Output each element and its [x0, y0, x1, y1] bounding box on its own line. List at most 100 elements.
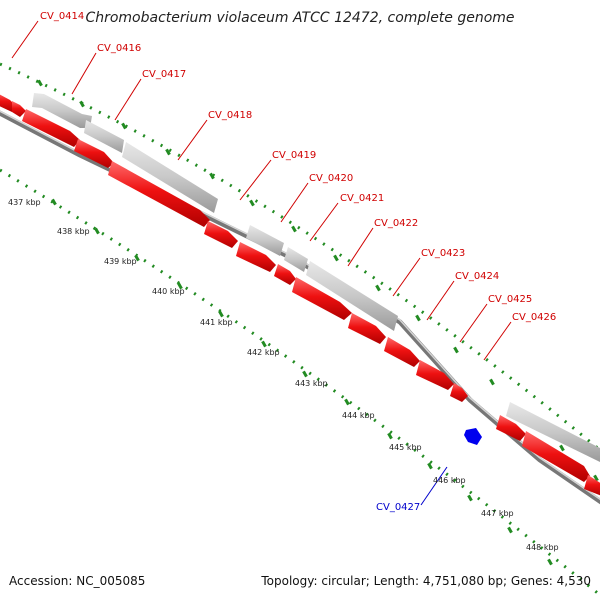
genome-summary-text: Topology: circular; Length: 4,751,080 bp… — [260, 574, 591, 588]
kbp-label: 440 kbp — [152, 287, 185, 296]
inner-dotted-ring — [0, 168, 600, 597]
gene-block — [306, 261, 398, 331]
backbone-highlight — [0, 110, 600, 501]
kbp-label: 443 kbp — [295, 379, 328, 388]
scale-tick — [218, 310, 224, 318]
cds-arrow — [74, 139, 114, 168]
gene-block — [506, 402, 600, 462]
gene-label-cv-0425[interactable]: CV_0425 — [488, 294, 532, 305]
map-title: Chromobacterium violaceum ATCC 12472, co… — [85, 10, 514, 26]
accession-text: Accession: NC_005085 — [9, 574, 145, 588]
scale-tick — [427, 462, 433, 470]
position-scale-labels: 437 kbp 438 kbp 439 kbp 440 kbp 441 kbp 442 k… — [8, 198, 559, 552]
scale-tick — [344, 398, 350, 406]
sequence-backbone — [0, 110, 600, 505]
scale-tick — [415, 314, 421, 322]
scale-tick — [387, 432, 393, 440]
gene-label-cv-0417[interactable]: CV_0417 — [142, 69, 186, 80]
gene-label-cv-0416[interactable]: CV_0416 — [97, 43, 141, 54]
kbp-label: 446 kbp — [433, 476, 466, 485]
gene-label-cv-0427[interactable]: CV_0427 — [376, 502, 420, 513]
gene-label-leaders — [11, 20, 512, 506]
scale-tick — [593, 474, 599, 482]
scale-tick — [79, 100, 85, 108]
cds-arrow — [236, 242, 276, 272]
cds-arrow — [12, 101, 26, 117]
gene-label-cv-0414[interactable]: CV_0414 — [40, 11, 84, 22]
label-leader-line — [280, 182, 309, 223]
cds-arrow — [416, 360, 454, 390]
gene-label-cv-0422[interactable]: CV_0422 — [374, 218, 418, 229]
gene-label-cv-0419[interactable]: CV_0419 — [272, 150, 316, 161]
gene-block — [122, 142, 218, 213]
scale-tick — [209, 172, 215, 180]
label-leader-line — [309, 202, 339, 242]
gene-label-cv-0424[interactable]: CV_0424 — [455, 271, 499, 282]
gene-label-cv-0420[interactable]: CV_0420 — [309, 173, 353, 184]
gene-label-cv-0423[interactable]: CV_0423 — [421, 248, 465, 259]
kbp-label: 441 kbp — [200, 318, 233, 327]
label-leader-line — [114, 78, 142, 121]
kbp-label: 445 kbp — [389, 443, 422, 452]
cds-arrow — [384, 337, 420, 367]
scale-tick — [453, 346, 459, 354]
backbone-line — [0, 110, 600, 505]
label-leader-line — [177, 119, 208, 161]
cds-arrow — [522, 431, 590, 482]
scale-tick — [51, 198, 57, 206]
scale-tick — [375, 284, 381, 292]
scale-tick — [249, 199, 255, 207]
gene-block — [84, 120, 124, 153]
label-leader-line — [459, 303, 488, 343]
label-leader-line — [392, 257, 421, 297]
kbp-label: 447 kbp — [481, 509, 514, 518]
scale-tick — [261, 340, 267, 348]
label-leader-line — [239, 159, 272, 201]
label-leader-line — [426, 280, 455, 321]
reverse-cds-feature — [464, 428, 482, 445]
scale-tick — [165, 148, 171, 156]
gene-label-cv-0421[interactable]: CV_0421 — [340, 193, 384, 204]
cds-arrow — [292, 277, 352, 320]
scale-tick — [121, 122, 127, 130]
label-leader-line — [347, 227, 374, 267]
kbp-label: 439 kbp — [104, 257, 137, 266]
gene-block — [246, 225, 284, 256]
gene-block — [284, 247, 308, 272]
label-leader-line — [483, 321, 512, 361]
gene-label-cv-0418[interactable]: CV_0418 — [208, 110, 252, 121]
cds-arrow — [584, 475, 600, 496]
scale-tick — [467, 494, 473, 502]
scale-tick — [302, 370, 308, 378]
gene-blocks — [32, 93, 600, 462]
gene-label-cv-0426[interactable]: CV_0426 — [512, 312, 556, 323]
scale-tick — [559, 444, 565, 452]
scale-tick — [333, 254, 339, 262]
cds-arrow — [204, 221, 238, 248]
kbp-label: 437 kbp — [8, 198, 41, 207]
scale-tick — [177, 282, 183, 290]
scale-tick — [37, 79, 43, 87]
scale-tick — [547, 558, 553, 566]
scale-tick — [291, 225, 297, 233]
inner-dot-track — [0, 168, 600, 597]
kbp-label: 448 kbp — [526, 543, 559, 552]
cds-arrow — [450, 383, 468, 402]
label-leader-line — [71, 52, 97, 95]
label-leader-line — [420, 466, 448, 506]
cds-arrow — [348, 313, 386, 344]
scale-tick — [489, 378, 495, 386]
cds-arrow — [108, 161, 210, 227]
kbp-label: 444 kbp — [342, 411, 375, 420]
cds-features — [0, 94, 600, 496]
kbp-label: 438 kbp — [57, 227, 90, 236]
cds-arrow — [22, 109, 80, 147]
scale-tick — [507, 526, 513, 534]
scale-tick — [134, 254, 140, 262]
cds-arrow — [496, 415, 526, 441]
scale-tick — [94, 227, 100, 235]
kbp-label: 442 kbp — [247, 348, 280, 357]
cds-arrow — [274, 264, 296, 285]
label-leader-line — [11, 20, 39, 59]
